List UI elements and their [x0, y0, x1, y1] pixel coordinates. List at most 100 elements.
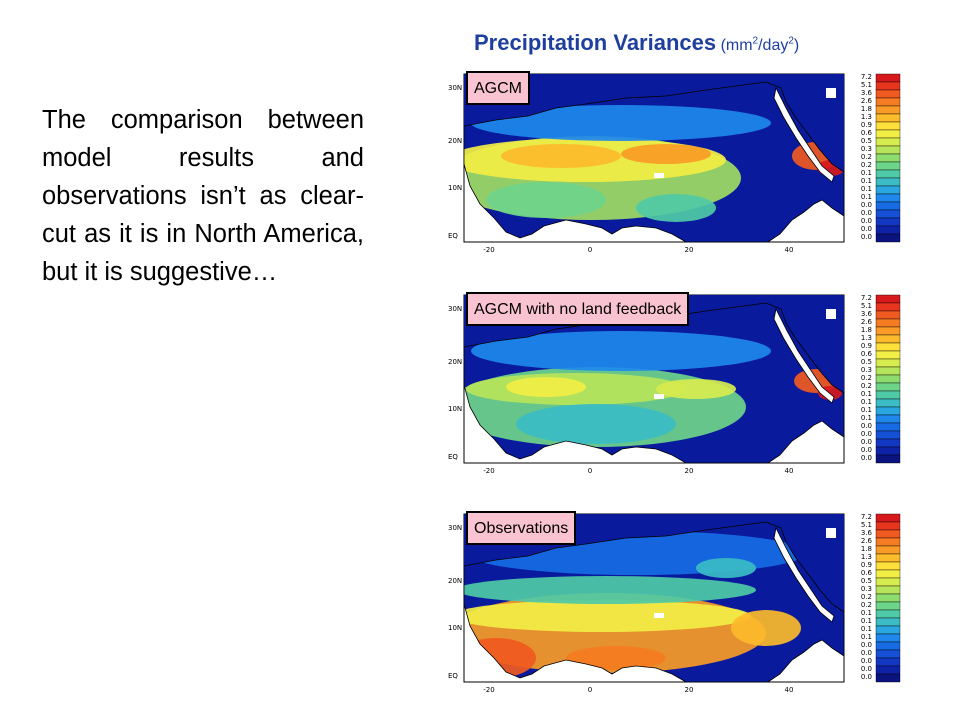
- colorbar-label: 0.0: [861, 201, 872, 209]
- colorbar-label: 0.1: [861, 169, 872, 177]
- colorbar-swatch: [875, 73, 901, 83]
- figure-title: Precipitation Variances (mm2/day2): [474, 30, 799, 56]
- colorbar-swatch: [875, 97, 901, 107]
- colorbar-swatch: [875, 641, 901, 651]
- lat-tick-label: 10N: [448, 184, 462, 192]
- lon-tick-label: 40: [785, 246, 794, 254]
- colorbar-label: 2.6: [861, 97, 873, 105]
- missing-data-marker: [826, 88, 836, 98]
- colorbar-label: 0.2: [861, 382, 872, 390]
- colorbar-label: 3.6: [861, 529, 873, 537]
- colorbar-label: 7.2: [861, 73, 872, 81]
- colorbar-swatch: [875, 398, 901, 408]
- colorbar-swatch: [875, 382, 901, 392]
- colorbar-swatch: [875, 233, 901, 243]
- colorbar-label: 0.0: [861, 454, 872, 462]
- colorbar-swatch: [875, 177, 901, 187]
- colorbar-swatch: [875, 310, 901, 320]
- colorbar-label: 0.6: [861, 350, 873, 358]
- lon-tick-label: 0: [588, 246, 592, 254]
- colorbar-swatch: [875, 342, 901, 352]
- colorbar-swatch: [875, 294, 901, 304]
- sea-region: [464, 74, 844, 172]
- colorbar-label: 5.1: [861, 81, 872, 89]
- colorbar-swatch: [875, 577, 901, 587]
- unit-mid: /day: [758, 37, 789, 54]
- colorbar-swatch: [875, 129, 901, 139]
- colorbar-swatch: [875, 169, 901, 179]
- lat-tick-label: EQ: [448, 672, 458, 680]
- colorbar-swatch: [875, 617, 901, 627]
- colorbar-swatch: [875, 113, 901, 123]
- panel-label: AGCM: [466, 71, 530, 105]
- lon-tick-label: -20: [483, 467, 494, 475]
- colorbar-swatch: [875, 673, 901, 683]
- colorbar-label: 0.1: [861, 633, 872, 641]
- colorbar-swatch: [875, 105, 901, 115]
- variance-contour: [501, 144, 621, 168]
- colorbar-label: 0.1: [861, 414, 872, 422]
- colorbar-label: 1.8: [861, 545, 872, 553]
- colorbar-label: 0.5: [861, 137, 872, 145]
- colorbar-swatch: [875, 601, 901, 611]
- missing-data-marker: [654, 173, 664, 178]
- colorbar-label: 0.0: [861, 225, 872, 233]
- colorbar-label: 2.6: [861, 318, 873, 326]
- colorbar-swatch: [875, 414, 901, 424]
- colorbar-swatch: [875, 585, 901, 595]
- colorbar-swatch: [875, 217, 901, 227]
- colorbar-swatch: [875, 446, 901, 456]
- colorbar-label: 1.3: [861, 334, 872, 342]
- colorbar-swatch: [875, 145, 901, 155]
- lat-tick-label: EQ: [448, 453, 458, 461]
- colorbar-swatch: [875, 569, 901, 579]
- variance-contour: [656, 379, 736, 399]
- colorbar-swatch: [875, 302, 901, 312]
- unit-exp-1: 2: [752, 35, 759, 47]
- variance-contour: [506, 377, 586, 397]
- colorbar-swatch: [875, 649, 901, 659]
- colorbar-label: 0.1: [861, 177, 872, 185]
- colorbar-swatch: [875, 454, 901, 464]
- colorbar-label: 5.1: [861, 521, 872, 529]
- variance-contour: [464, 576, 756, 604]
- unit-exp-2: 2: [788, 35, 794, 47]
- panel-label: AGCM with no land feedback: [466, 292, 690, 326]
- colorbar-swatch: [875, 121, 901, 131]
- colorbar-swatch: [875, 225, 901, 235]
- colorbar-label: 3.6: [861, 310, 873, 318]
- colorbar-swatch: [875, 209, 901, 219]
- lat-tick-label: 10N: [448, 405, 462, 413]
- colorbar-swatch: [875, 513, 901, 523]
- lon-tick-label: 0: [588, 467, 592, 475]
- colorbar-swatch: [875, 633, 901, 643]
- colorbar-swatch: [875, 406, 901, 416]
- colorbar-swatch: [875, 326, 901, 336]
- map-panel-agcm: 30N 20N 10N EQ -20 0 20 40 7.2 5.1 3.6 2.6 1.8 1.3 0.9…: [436, 68, 906, 268]
- colorbar-swatch: [875, 561, 901, 571]
- colorbar-label: 1.8: [861, 105, 872, 113]
- colorbar-label: 0.1: [861, 406, 872, 414]
- lon-tick-label: 40: [785, 686, 794, 694]
- lon-tick-label: 20: [685, 686, 694, 694]
- colorbar-label: 0.9: [861, 561, 872, 569]
- colorbar-label: 0.2: [861, 601, 872, 609]
- colorbar-label: 0.2: [861, 161, 872, 169]
- colorbar-label: 0.0: [861, 649, 872, 657]
- colorbar-label: 2.6: [861, 537, 873, 545]
- colorbar-swatch: [875, 537, 901, 547]
- colorbar-swatch: [875, 430, 901, 440]
- colorbar-swatch: [875, 89, 901, 99]
- colorbar-swatch: [875, 374, 901, 384]
- colorbar-label: 0.0: [861, 446, 872, 454]
- colorbar-label: 0.2: [861, 374, 872, 382]
- variance-contour: [621, 144, 711, 164]
- colorbar-swatch: [875, 609, 901, 619]
- colorbar-label: 0.9: [861, 342, 872, 350]
- lat-tick-label: 20N: [448, 137, 462, 145]
- red-sea: [773, 307, 835, 404]
- red-sea: [773, 86, 835, 183]
- colorbar-label: 0.2: [861, 593, 872, 601]
- colorbar-label: 0.0: [861, 438, 872, 446]
- variance-contour: [471, 105, 771, 141]
